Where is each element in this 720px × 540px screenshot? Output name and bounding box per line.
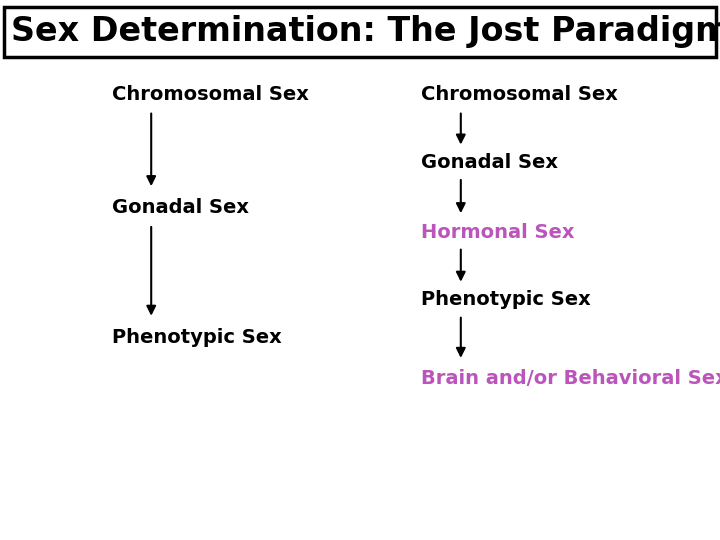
Text: Brain and/or Behavioral Sex: Brain and/or Behavioral Sex: [421, 368, 720, 388]
Text: Hormonal Sex: Hormonal Sex: [421, 222, 575, 242]
Text: Phenotypic Sex: Phenotypic Sex: [112, 328, 282, 347]
Text: Sex Determination: The Jost Paradigm: Sex Determination: The Jost Paradigm: [11, 15, 720, 49]
Text: Chromosomal Sex: Chromosomal Sex: [112, 85, 308, 104]
Text: Phenotypic Sex: Phenotypic Sex: [421, 290, 591, 309]
FancyBboxPatch shape: [4, 7, 716, 57]
Text: Chromosomal Sex: Chromosomal Sex: [421, 85, 618, 104]
Text: Gonadal Sex: Gonadal Sex: [421, 152, 558, 172]
Text: Gonadal Sex: Gonadal Sex: [112, 198, 248, 218]
